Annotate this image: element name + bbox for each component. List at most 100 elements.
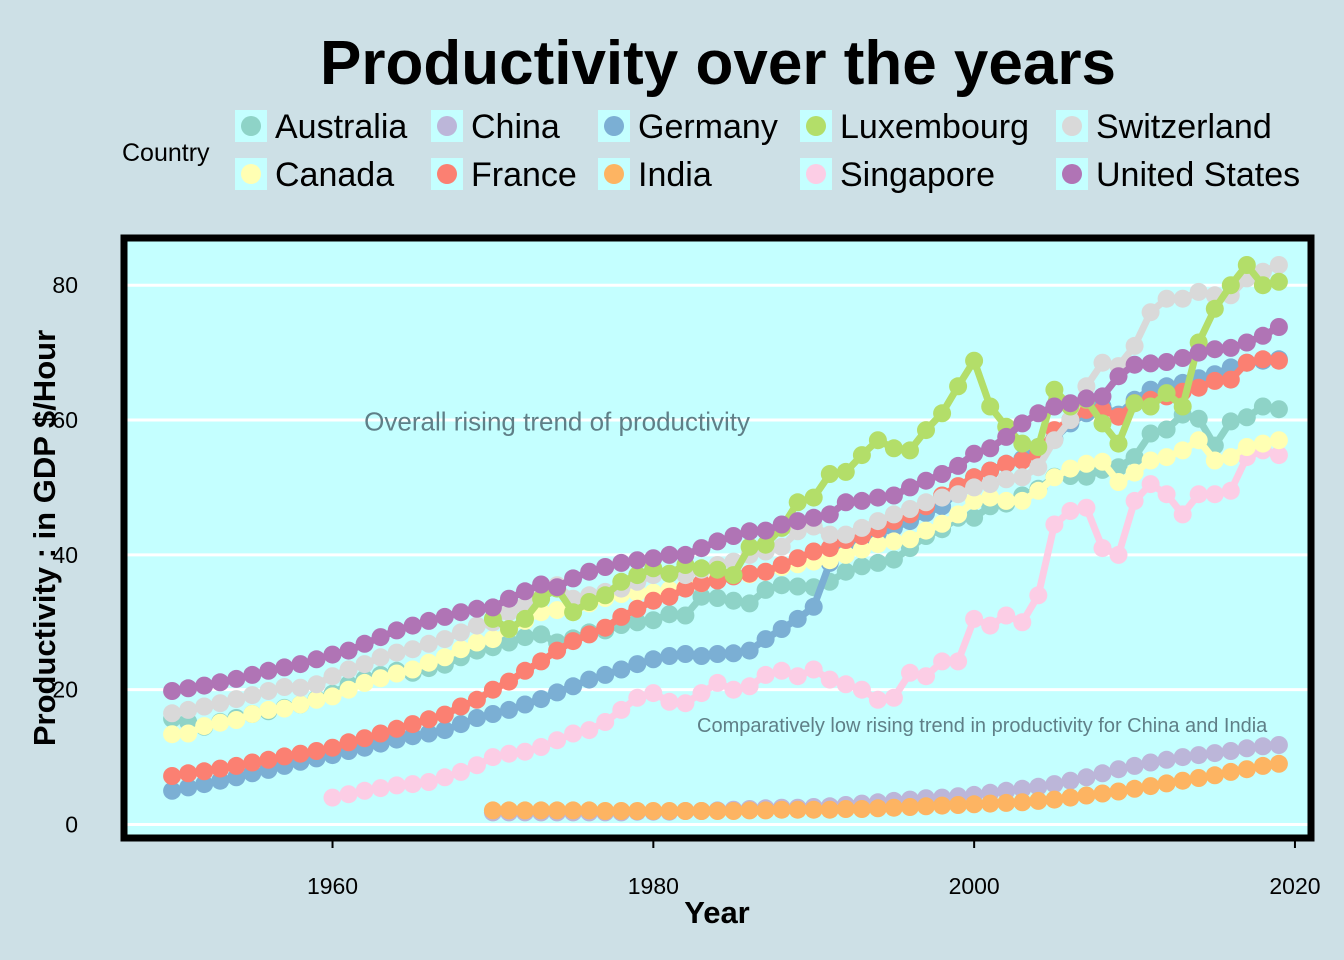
point-singapore-1966 (419, 773, 438, 791)
point-luxembourg-1992 (836, 462, 855, 481)
legend-key-singapore (806, 164, 826, 184)
point-canada-1962 (355, 673, 374, 692)
legend-title: Country (122, 139, 210, 167)
point-india-1986 (740, 801, 759, 820)
point-singapore-1962 (355, 781, 374, 800)
point-canada-2006 (1061, 459, 1080, 478)
point-canada-2018 (1253, 434, 1272, 453)
point-germany-1985 (724, 644, 743, 663)
point-singapore-2015 (1205, 485, 1224, 504)
point-united-states-2011 (1141, 354, 1160, 373)
point-france-1981 (660, 587, 679, 606)
point-canada-1974 (548, 601, 567, 620)
point-singapore-1960 (323, 788, 342, 807)
point-singapore-2002 (997, 606, 1016, 625)
point-france-1950 (163, 767, 182, 785)
point-china-2018 (1253, 737, 1272, 756)
point-germany-1980 (644, 650, 663, 669)
point-united-states-1951 (179, 679, 198, 698)
point-india-2007 (1077, 786, 1096, 805)
point-switzerland-2000 (965, 478, 984, 497)
point-canada-1963 (371, 669, 390, 688)
point-switzerland-2011 (1141, 303, 1160, 322)
point-canada-2000 (965, 491, 984, 510)
point-canada-2012 (1157, 448, 1176, 467)
point-singapore-1986 (740, 677, 759, 696)
point-united-states-2016 (1221, 338, 1240, 357)
point-france-1979 (628, 599, 647, 618)
point-united-states-2000 (965, 444, 984, 463)
point-united-states-1982 (676, 545, 695, 564)
point-china-2016 (1221, 742, 1240, 760)
point-india-1993 (852, 800, 871, 818)
point-united-states-1992 (836, 493, 855, 512)
point-canada-1969 (467, 633, 486, 652)
point-luxembourg-2009 (1109, 434, 1128, 453)
point-india-1995 (884, 798, 903, 817)
point-france-1952 (195, 762, 214, 781)
point-switzerland-1996 (901, 500, 919, 518)
point-singapore-1975 (564, 724, 583, 743)
point-india-1975 (564, 801, 583, 820)
point-switzerland-2006 (1061, 411, 1080, 429)
point-france-2002 (997, 454, 1016, 473)
point-india-2014 (1189, 769, 1208, 787)
point-united-states-1987 (756, 521, 775, 540)
point-singapore-2001 (981, 616, 1000, 635)
point-united-states-1985 (724, 527, 743, 545)
point-australia-2011 (1141, 424, 1160, 443)
point-india-1985 (724, 802, 743, 820)
point-china-2019 (1269, 736, 1288, 754)
point-united-states-1991 (820, 505, 839, 524)
point-canada-1992 (836, 545, 855, 564)
point-australia-1986 (740, 594, 759, 613)
point-india-1976 (580, 801, 599, 820)
point-china-2003 (1013, 779, 1032, 798)
point-india-1979 (628, 802, 647, 820)
point-luxembourg-1998 (933, 404, 952, 423)
point-switzerland-2012 (1157, 289, 1176, 308)
point-united-states-1970 (483, 598, 502, 617)
point-germany-1975 (564, 677, 583, 696)
point-france-1966 (419, 710, 438, 729)
point-switzerland-1961 (339, 660, 358, 679)
point-india-1977 (596, 802, 615, 820)
point-united-states-1968 (451, 603, 470, 622)
point-france-2016 (1221, 370, 1240, 389)
point-canada-1961 (339, 680, 358, 699)
point-canada-1953 (211, 713, 230, 732)
point-singapore-1979 (628, 688, 647, 707)
legend-item-india: India (598, 156, 712, 194)
legend-label-luxembourg: Luxembourg (840, 108, 1029, 146)
y-tick-label-20: 20 (52, 677, 78, 703)
point-united-states-1955 (243, 665, 262, 684)
point-singapore-1967 (435, 768, 454, 787)
point-united-states-1974 (548, 578, 567, 597)
point-india-1983 (692, 802, 711, 820)
point-singapore-1981 (660, 692, 679, 711)
point-switzerland-1998 (933, 488, 952, 507)
point-united-states-2003 (1013, 414, 1032, 433)
point-france-1971 (500, 672, 518, 691)
point-india-2019 (1269, 754, 1288, 773)
point-germany-1968 (451, 715, 470, 734)
point-switzerland-1997 (917, 493, 935, 512)
point-switzerland-2005 (1045, 431, 1064, 450)
point-switzerland-1953 (211, 694, 230, 713)
legend-label-china: China (471, 108, 560, 146)
point-singapore-1977 (596, 713, 615, 731)
legend-label-germany: Germany (638, 108, 778, 146)
point-australia-1980 (644, 611, 663, 630)
point-singapore-2016 (1221, 481, 1240, 500)
point-india-2010 (1125, 779, 1144, 798)
point-france-1976 (580, 625, 599, 644)
point-india-1998 (933, 796, 952, 815)
point-france-1983 (692, 574, 711, 593)
point-china-2005 (1045, 775, 1064, 794)
annotation-1: Overall rising trend of productivity (364, 406, 750, 436)
point-france-1986 (740, 564, 759, 583)
point-switzerland-2004 (1029, 458, 1048, 477)
point-united-states-2019 (1269, 318, 1288, 336)
point-united-states-1989 (788, 512, 807, 531)
point-france-2003 (1013, 451, 1032, 470)
